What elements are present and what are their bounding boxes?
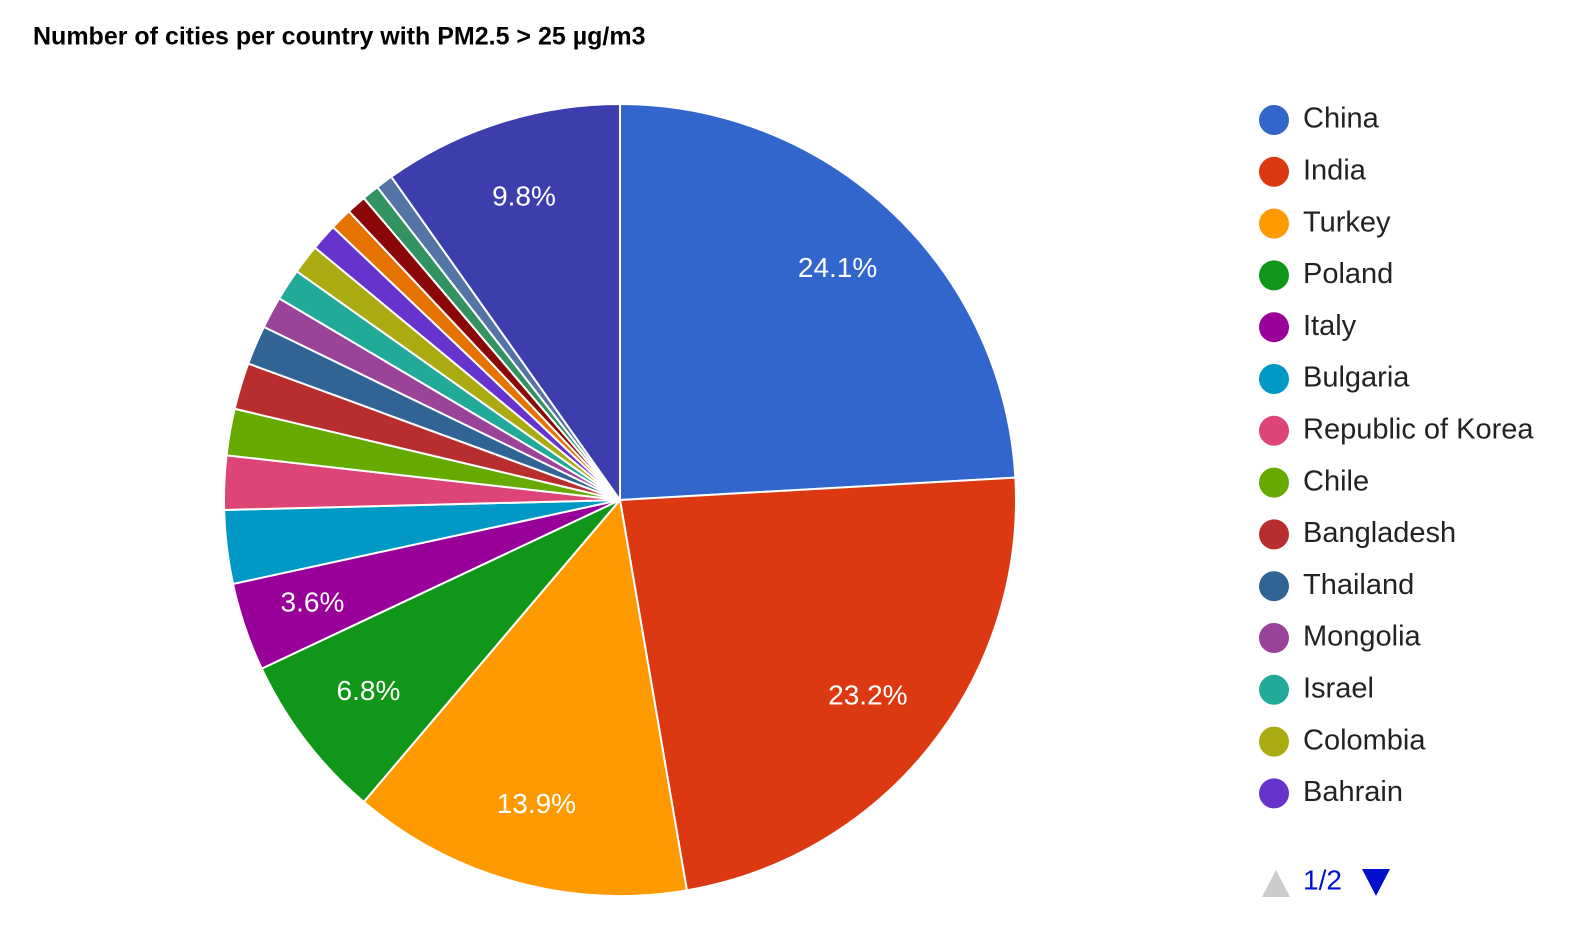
chart-title: Number of cities per country with PM2.5 …: [33, 23, 645, 51]
slice-label: 23.2%: [828, 680, 907, 711]
legend-label: Bulgaria: [1303, 362, 1410, 394]
legend-marker: [1259, 571, 1289, 602]
legend-marker: [1259, 415, 1289, 446]
legend-marker: [1259, 519, 1289, 550]
legend-label: Republic of Korea: [1303, 413, 1534, 445]
legend-marker: [1259, 674, 1289, 705]
slice-label: 3.6%: [281, 587, 345, 618]
legend-marker: [1259, 156, 1289, 187]
legend-marker: [1259, 312, 1289, 343]
legend-label: Bahrain: [1303, 776, 1403, 808]
pie-slice: [362, 497, 689, 897]
legend-marker: [1259, 105, 1289, 135]
legend-label: Poland: [1303, 258, 1393, 290]
legend-label: India: [1303, 154, 1367, 186]
legend-label: Italy: [1303, 310, 1357, 342]
slice-label: 13.9%: [497, 788, 576, 819]
legend-marker: [1259, 364, 1289, 394]
pager-label: 1/2: [1303, 864, 1342, 895]
legend-label: Bangladesh: [1303, 517, 1456, 549]
legend-marker: [1259, 208, 1289, 239]
slice-label: 6.8%: [337, 675, 401, 706]
legend-label: Mongolia: [1303, 621, 1422, 653]
legend-marker: [1259, 467, 1289, 498]
pager-prev[interactable]: [1262, 870, 1290, 897]
pie-slice: [260, 499, 621, 804]
pie-slice: [619, 102, 1017, 502]
legend-label: Chile: [1303, 465, 1369, 497]
slice-label: 9.8%: [492, 180, 556, 211]
slice-label: 24.1%: [798, 252, 877, 283]
legend-marker: [1259, 726, 1289, 757]
pie-slice: [389, 102, 621, 504]
legend-marker: [1259, 623, 1289, 653]
pie-slice: [618, 476, 1017, 892]
legend-label: Colombia: [1303, 724, 1426, 756]
legend-marker: [1259, 778, 1289, 809]
legend-marker: [1259, 260, 1289, 291]
legend-label: China: [1303, 103, 1380, 135]
pager-next[interactable]: [1362, 869, 1390, 896]
legend-label: Turkey: [1303, 206, 1391, 238]
legend-label: Israel: [1303, 672, 1374, 704]
legend-label: Thailand: [1303, 569, 1414, 601]
